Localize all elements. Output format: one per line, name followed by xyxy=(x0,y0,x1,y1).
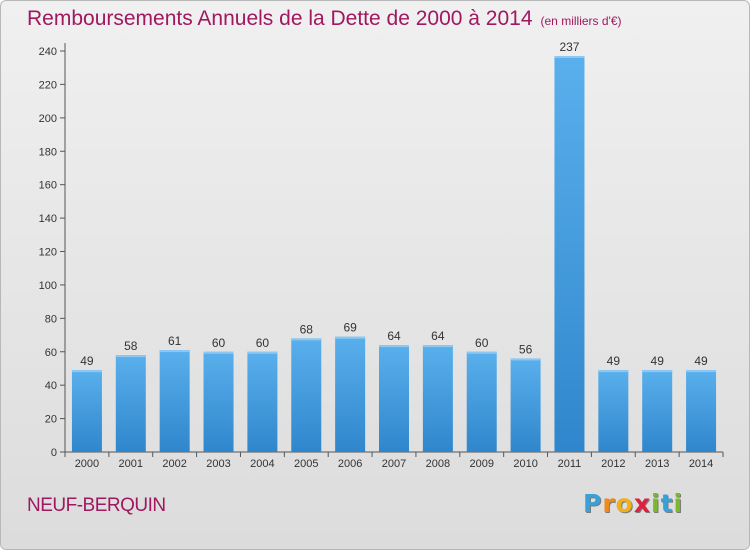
bar-value-label: 64 xyxy=(387,329,401,343)
bar-value-label: 69 xyxy=(343,321,357,335)
bar-value-label: 61 xyxy=(168,334,182,348)
x-tick-label: 2002 xyxy=(162,458,186,470)
y-tick-label: 140 xyxy=(39,213,57,225)
bar-value-label: 237 xyxy=(559,40,579,54)
y-tick-label: 120 xyxy=(39,247,57,259)
value-labels: 49 58 61 60 60 68 69 64 64 60 56 237 49 49 49 xyxy=(80,40,708,368)
bar-highlight xyxy=(686,370,717,373)
logo-letter: o xyxy=(615,489,634,518)
y-tick-label: 60 xyxy=(45,347,57,359)
bar-highlight xyxy=(510,358,541,361)
x-tick-label: 2004 xyxy=(250,458,274,470)
bar-value-label: 49 xyxy=(651,354,665,368)
bar-highlight xyxy=(247,351,278,354)
proxiti-logo: Proxiti xyxy=(583,489,683,518)
x-tick-label: 2009 xyxy=(469,458,493,470)
logo-letter: t xyxy=(660,489,674,518)
x-axis: 2000 2001 2002 2003 2004 2005 2006 2007 2008 2009… xyxy=(64,451,724,470)
bar xyxy=(159,350,190,452)
y-tick-label: 40 xyxy=(45,380,57,392)
y-tick-label: 240 xyxy=(39,46,57,58)
x-tick-label: 2001 xyxy=(119,458,143,470)
bars xyxy=(71,56,717,452)
bar-highlight xyxy=(422,345,453,348)
chart-unit: (en milliers d'€) xyxy=(540,14,622,28)
bar-highlight xyxy=(466,351,497,354)
bar-highlight xyxy=(203,351,234,354)
x-tick-label: 2006 xyxy=(338,458,362,470)
bar-value-label: 60 xyxy=(256,336,270,350)
bar xyxy=(642,370,673,452)
x-tick-label: 2014 xyxy=(689,458,713,470)
bar xyxy=(335,336,366,452)
bar xyxy=(598,370,629,452)
bar-highlight xyxy=(71,370,102,373)
bar xyxy=(203,351,234,452)
x-tick-label: 2011 xyxy=(558,458,582,470)
bar-highlight xyxy=(642,370,673,373)
bar-highlight xyxy=(291,338,322,341)
y-axis: 0 20 40 60 80 100 120 140 160 180 200 220 240 xyxy=(39,43,66,459)
bar xyxy=(554,56,585,452)
bar xyxy=(510,358,541,452)
bar-value-label: 60 xyxy=(212,336,226,350)
bar-highlight xyxy=(335,336,366,339)
bar-highlight xyxy=(554,56,585,59)
bar-value-label: 56 xyxy=(519,342,533,356)
y-tick-label: 20 xyxy=(45,414,57,426)
x-tick-label: 2013 xyxy=(645,458,669,470)
logo-letter: r xyxy=(602,489,616,518)
x-tick-label: 2000 xyxy=(75,458,99,470)
bar xyxy=(466,351,497,452)
logo-letter: P xyxy=(583,489,603,518)
bar-value-label: 60 xyxy=(475,336,489,350)
chart-title: Remboursements Annuels de la Dette de 20… xyxy=(27,7,622,31)
bar xyxy=(422,345,453,452)
x-tick-label: 2010 xyxy=(513,458,537,470)
bar xyxy=(379,345,409,452)
logo-letter: i xyxy=(651,489,661,518)
y-tick-label: 0 xyxy=(51,447,57,459)
y-tick-label: 180 xyxy=(39,146,57,158)
bar-value-label: 68 xyxy=(300,322,314,336)
bar xyxy=(71,370,102,452)
y-tick-label: 100 xyxy=(39,280,57,292)
x-tick-label: 2007 xyxy=(382,458,406,470)
y-tick-label: 160 xyxy=(39,180,57,192)
y-tick-label: 80 xyxy=(45,313,57,325)
bar-value-label: 49 xyxy=(607,354,621,368)
bar-value-label: 49 xyxy=(694,354,708,368)
y-tick-label: 200 xyxy=(39,113,57,125)
y-tick-label: 220 xyxy=(39,79,57,91)
chart-title-text: Remboursements Annuels de la Dette de 20… xyxy=(27,7,533,30)
bar-value-label: 49 xyxy=(80,354,94,368)
x-tick-label: 2008 xyxy=(426,458,450,470)
logo-letter: x xyxy=(633,489,651,518)
logo-letter: i xyxy=(673,489,684,518)
x-tick-label: 2012 xyxy=(601,458,625,470)
bar xyxy=(247,351,278,452)
bar xyxy=(686,370,717,452)
bar-highlight xyxy=(379,345,409,348)
bar-highlight xyxy=(115,355,146,358)
commune-name: NEUF-BERQUIN xyxy=(27,495,166,516)
bar-value-label: 58 xyxy=(124,339,138,353)
bar-highlight xyxy=(598,370,629,373)
x-tick-label: 2005 xyxy=(294,458,318,470)
bar-value-label: 64 xyxy=(431,329,445,343)
bar xyxy=(291,338,322,452)
bar-highlight xyxy=(159,350,190,353)
x-tick-label: 2003 xyxy=(206,458,230,470)
bar xyxy=(115,355,146,452)
